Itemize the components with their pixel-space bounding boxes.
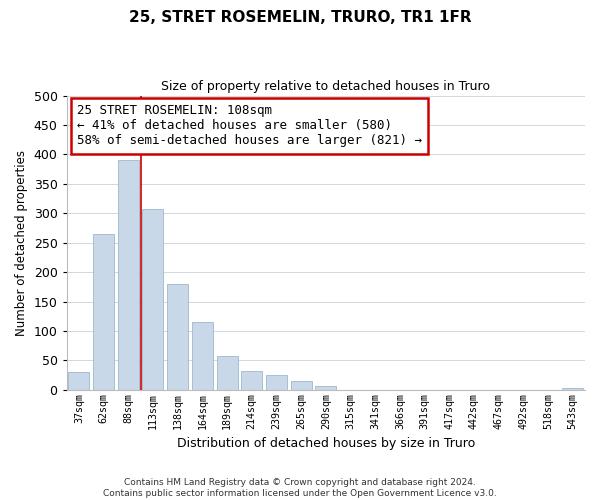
Bar bbox=[315, 386, 336, 390]
Bar bbox=[142, 208, 163, 390]
Text: 25 STRET ROSEMELIN: 108sqm
← 41% of detached houses are smaller (580)
58% of sem: 25 STRET ROSEMELIN: 108sqm ← 41% of deta… bbox=[77, 104, 422, 148]
Bar bbox=[217, 356, 238, 390]
Bar bbox=[68, 372, 89, 390]
Bar bbox=[241, 371, 262, 390]
Bar bbox=[562, 388, 583, 390]
Y-axis label: Number of detached properties: Number of detached properties bbox=[15, 150, 28, 336]
Text: 25, STRET ROSEMELIN, TRURO, TR1 1FR: 25, STRET ROSEMELIN, TRURO, TR1 1FR bbox=[128, 10, 472, 25]
Bar bbox=[192, 322, 213, 390]
Bar bbox=[290, 381, 311, 390]
Text: Contains HM Land Registry data © Crown copyright and database right 2024.
Contai: Contains HM Land Registry data © Crown c… bbox=[103, 478, 497, 498]
Bar bbox=[118, 160, 139, 390]
Bar bbox=[266, 374, 287, 390]
Bar bbox=[93, 234, 114, 390]
Title: Size of property relative to detached houses in Truro: Size of property relative to detached ho… bbox=[161, 80, 490, 93]
Bar bbox=[167, 284, 188, 390]
X-axis label: Distribution of detached houses by size in Truro: Distribution of detached houses by size … bbox=[176, 437, 475, 450]
